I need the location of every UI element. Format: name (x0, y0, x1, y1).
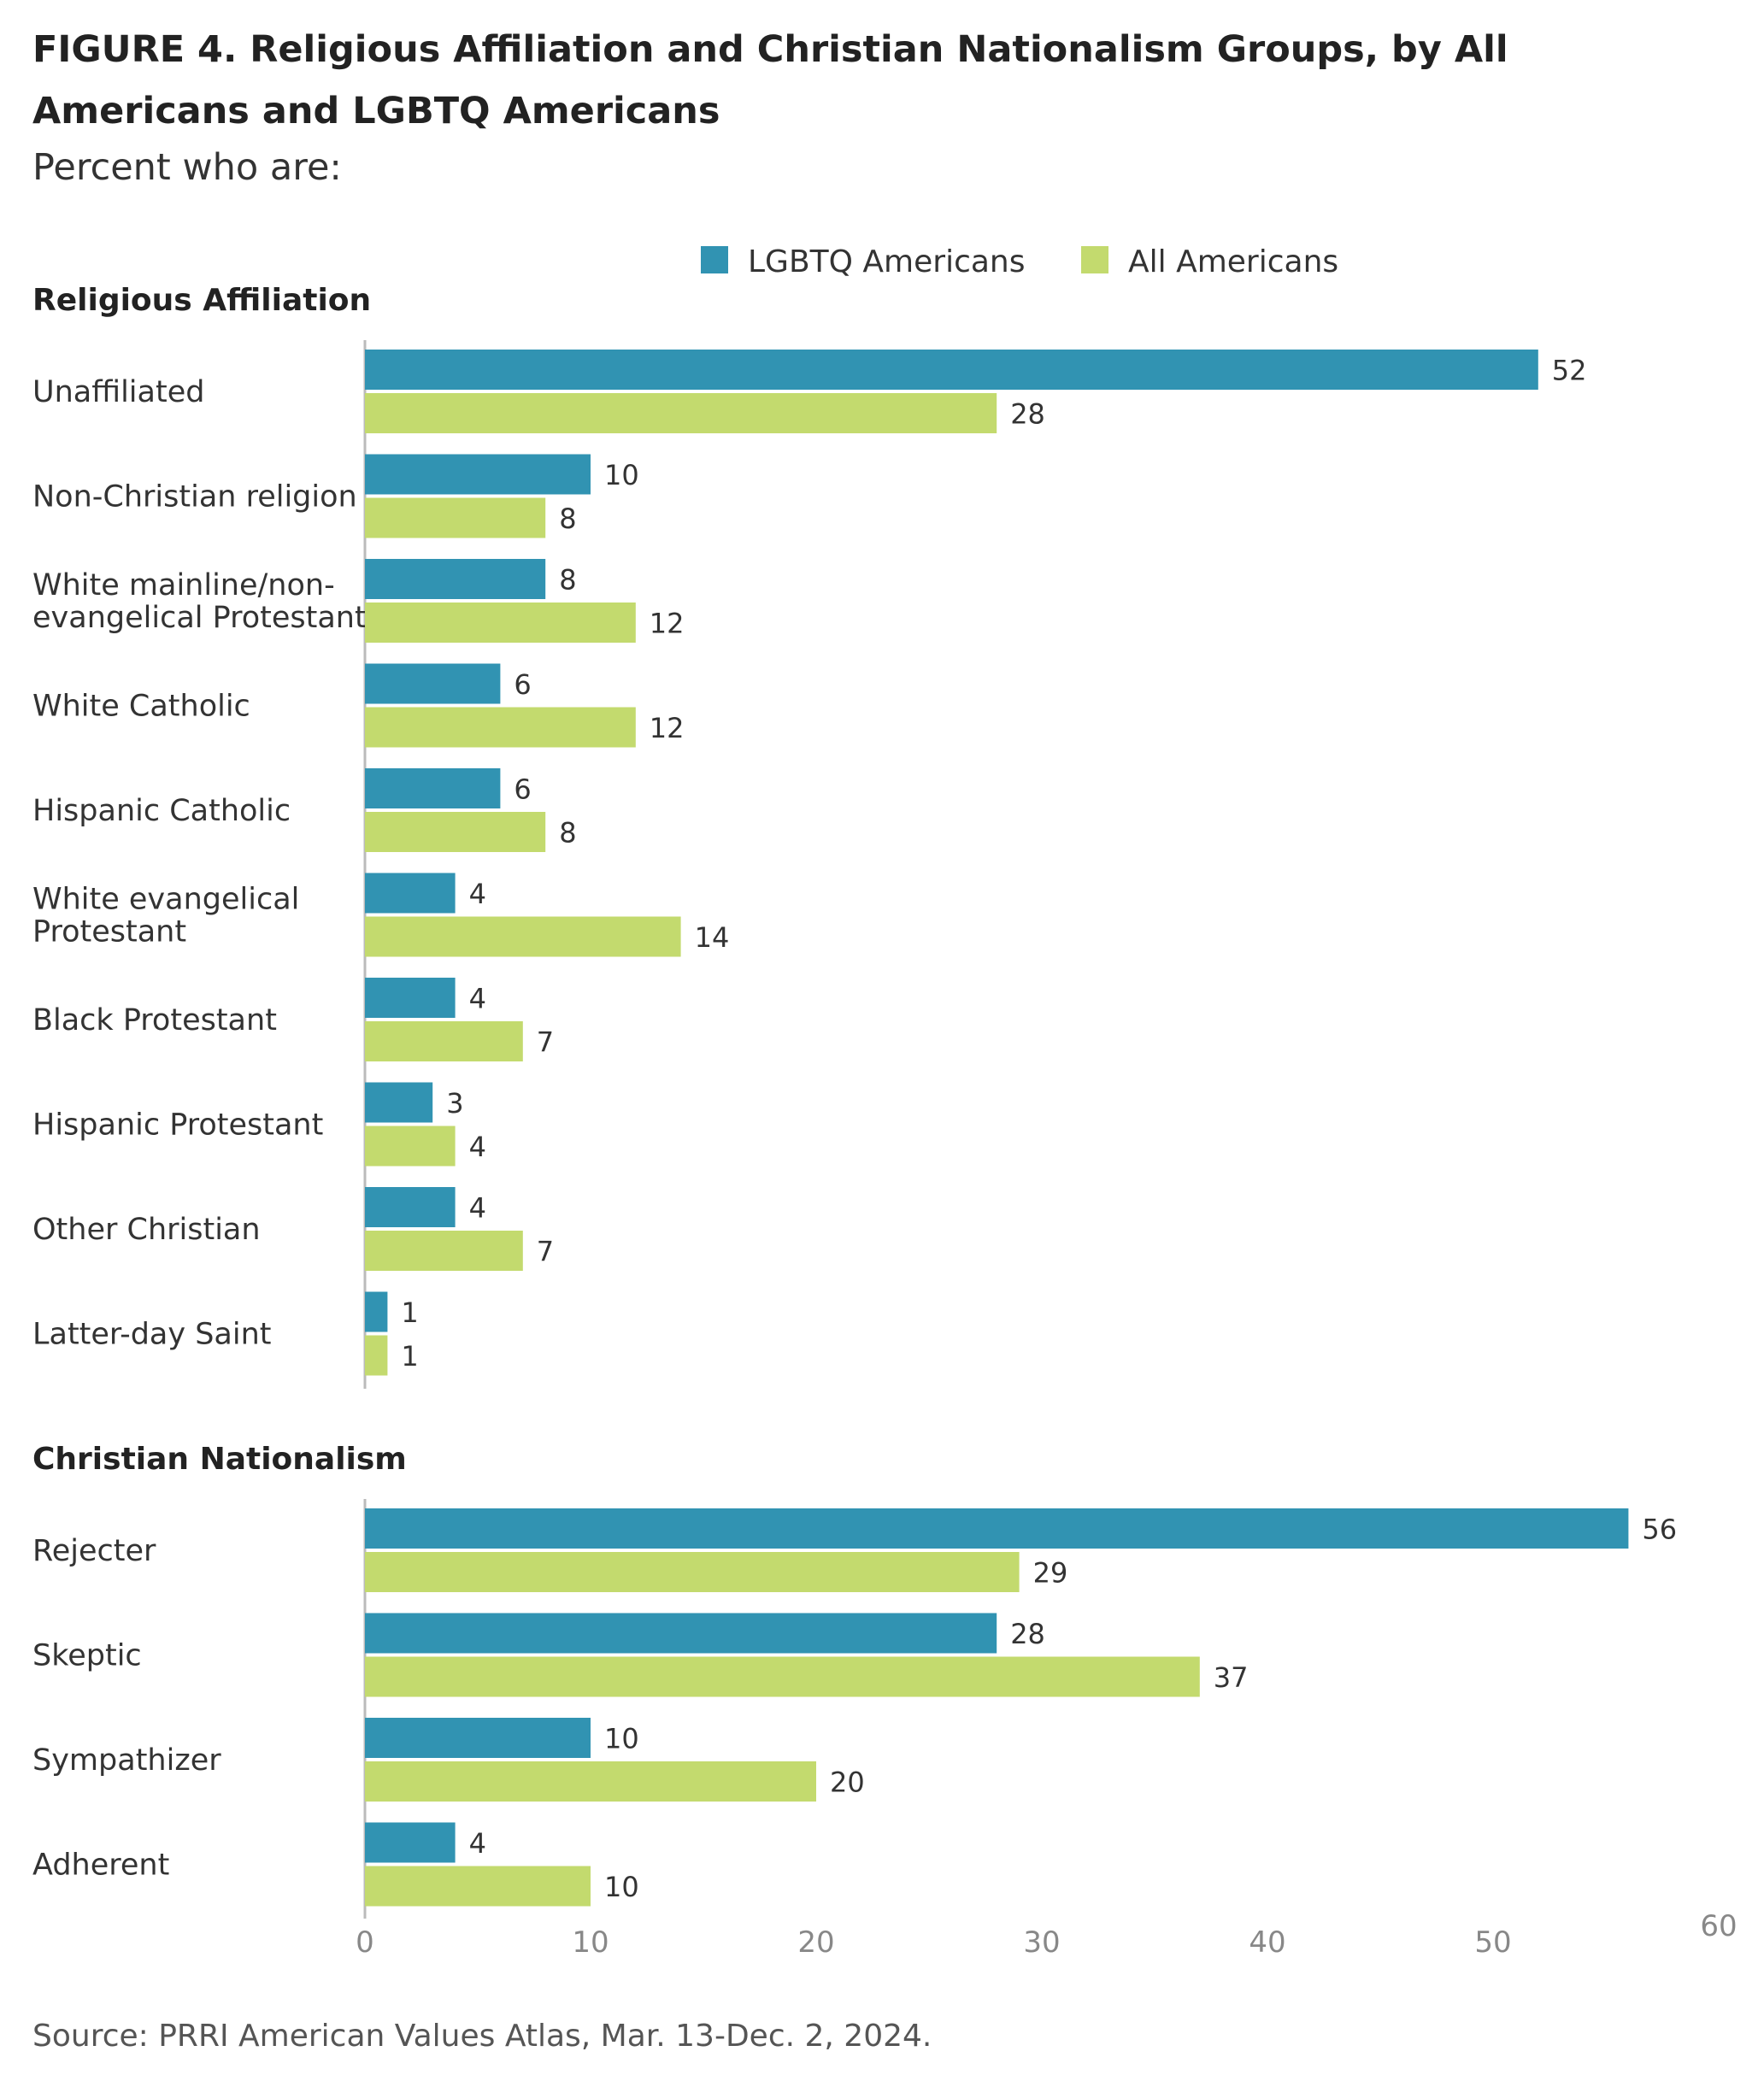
category-label: Latter-day Saint (32, 1318, 272, 1352)
bar-all (365, 1866, 591, 1907)
category-label: Sympathizer (32, 1743, 221, 1778)
category-label: Adherent (32, 1849, 169, 1883)
bar-all (365, 1335, 388, 1376)
data-label-lgbtq: 56 (1642, 1514, 1677, 1546)
data-label-lgbtq: 3 (446, 1087, 463, 1120)
category-label: Unaffiliated (32, 375, 204, 409)
bar-lgbtq (365, 663, 501, 704)
data-label-lgbtq: 8 (559, 564, 576, 597)
bar-all (365, 812, 546, 852)
category-label: Skeptic (32, 1639, 142, 1673)
category-label: White mainline/non-evangelical Protestan… (32, 568, 367, 635)
legend-swatch-all (1081, 246, 1108, 273)
data-label-lgbtq: 4 (469, 878, 486, 910)
data-label-lgbtq: 10 (604, 459, 639, 491)
x-tick-label: 10 (572, 1925, 609, 1960)
bar-lgbtq (365, 1291, 388, 1332)
data-label-lgbtq: 4 (469, 1192, 486, 1225)
bar-lgbtq (365, 1082, 433, 1123)
data-label-all: 12 (650, 712, 685, 744)
bar-lgbtq (365, 978, 456, 1018)
data-label-all: 8 (559, 817, 576, 849)
data-label-all: 4 (469, 1131, 486, 1163)
bar-lgbtq (365, 1508, 1629, 1549)
bar-all (365, 1552, 1020, 1592)
bar-all (365, 1021, 523, 1061)
chart-title: FIGURE 4. Religious Affiliation and Chri… (32, 28, 1508, 132)
x-tick-label: 60 (1700, 1909, 1737, 1943)
bar-lgbtq (365, 1613, 997, 1654)
data-label-lgbtq: 28 (1010, 1618, 1045, 1650)
category-label: White Catholic (32, 690, 250, 724)
bar-all (365, 1231, 523, 1271)
group-header-1: Religious Affiliation (32, 283, 371, 318)
bar-all (365, 1761, 816, 1802)
category-label: Black Protestant (32, 1003, 277, 1038)
bar-lgbtq (365, 1822, 456, 1863)
data-label-all: 7 (537, 1236, 554, 1268)
legend-swatch-lgbtq (701, 246, 728, 273)
source-note: Source: PRRI American Values Atlas, Mar.… (32, 2019, 932, 2054)
legend-label-lgbtq: LGBTQ Americans (748, 244, 1026, 279)
bar-all (365, 916, 681, 957)
chart-subtitle: Percent who are: (32, 146, 342, 189)
bar-lgbtq (365, 350, 1538, 390)
data-label-all: 10 (604, 1871, 639, 1903)
data-label-all: 1 (401, 1340, 418, 1373)
data-label-all: 37 (1214, 1661, 1249, 1694)
category-label: Non-Christian religion (32, 480, 357, 514)
bar-lgbtq (365, 454, 591, 495)
x-tick-label: 30 (1023, 1925, 1060, 1960)
group-header-2: Christian Nationalism (32, 1442, 407, 1477)
x-tick-label: 20 (797, 1925, 834, 1960)
x-tick-label: 0 (356, 1925, 374, 1960)
x-tick-label: 50 (1474, 1925, 1511, 1960)
bar-all (365, 603, 636, 643)
data-label-lgbtq: 4 (469, 1827, 486, 1860)
legend-label-all: All Americans (1128, 244, 1338, 279)
data-label-all: 14 (695, 921, 730, 954)
category-label: Other Christian (32, 1213, 261, 1247)
data-label-lgbtq: 52 (1552, 355, 1587, 387)
bar-all (365, 393, 997, 433)
bar-lgbtq (365, 873, 456, 914)
data-label-lgbtq: 4 (469, 983, 486, 1015)
data-label-all: 28 (1010, 398, 1045, 431)
data-label-all: 12 (650, 608, 685, 640)
bar-lgbtq (365, 768, 501, 808)
category-label: Hispanic Catholic (32, 794, 291, 828)
bar-all (365, 1656, 1200, 1697)
data-label-lgbtq: 10 (604, 1723, 639, 1755)
data-label-all: 7 (537, 1026, 554, 1059)
bar-lgbtq (365, 1187, 456, 1227)
bar-all (365, 1126, 456, 1167)
data-label-all: 8 (559, 503, 576, 535)
data-label-all: 20 (830, 1766, 865, 1799)
data-label-all: 29 (1033, 1557, 1068, 1590)
bar-all (365, 497, 546, 538)
data-label-lgbtq: 1 (401, 1296, 418, 1329)
data-label-lgbtq: 6 (514, 773, 531, 806)
bar-lgbtq (365, 559, 546, 599)
bar-all (365, 707, 636, 748)
x-tick-label: 40 (1249, 1925, 1285, 1960)
category-label: Rejecter (32, 1534, 156, 1568)
category-label: White evangelical Protestant (32, 883, 299, 949)
data-label-lgbtq: 6 (514, 668, 531, 701)
bar-lgbtq (365, 1718, 591, 1758)
category-label: Hispanic Protestant (32, 1108, 323, 1143)
